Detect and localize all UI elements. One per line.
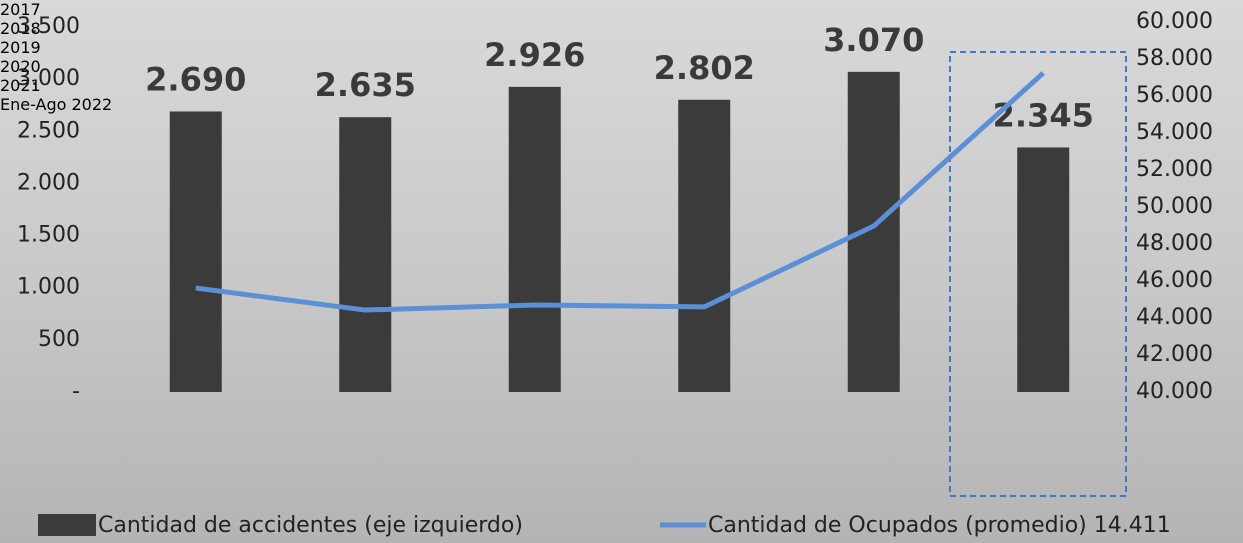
legend-label: Cantidad de accidentes (eje izquierdo)	[98, 513, 523, 538]
y2-tick-label: 60.000	[1136, 9, 1213, 34]
y-tick-label: -	[72, 379, 80, 404]
y-tick-label: 1.000	[17, 275, 80, 300]
y2-tick-label: 42.000	[1136, 342, 1213, 367]
y-tick-label: 1.500	[17, 223, 80, 248]
legend-label: Cantidad de Ocupados (promedio) 14.411	[708, 513, 1171, 538]
bar	[1017, 147, 1070, 392]
x-tick-label: 2021	[0, 76, 41, 95]
y2-tick-label: 40.000	[1136, 379, 1213, 404]
y2-tick-label: 52.000	[1136, 157, 1213, 182]
value-label: 2.635	[315, 66, 416, 104]
value-label: 2.802	[654, 49, 755, 87]
y2-tick-label: 50.000	[1136, 194, 1213, 219]
x-tick-label: 2017	[0, 0, 41, 19]
y2-tick-label: 58.000	[1136, 46, 1213, 71]
x-tick-label: 2018	[0, 19, 41, 38]
bar	[339, 117, 392, 392]
bar	[847, 71, 900, 392]
y-tick-label: 500	[38, 327, 80, 352]
y2-tick-label: 56.000	[1136, 83, 1213, 108]
bar	[169, 111, 222, 392]
bar	[508, 86, 561, 393]
value-label: 3.070	[823, 21, 924, 59]
y-tick-label: 3.500	[17, 14, 80, 39]
y2-tick-label: 44.000	[1136, 305, 1213, 330]
y-tick-label: 2.500	[17, 118, 80, 143]
y2-tick-label: 54.000	[1136, 120, 1213, 145]
value-label: 2.690	[145, 60, 246, 98]
value-label: 2.926	[484, 36, 585, 74]
bar	[678, 99, 731, 392]
y2-tick-label: 48.000	[1136, 231, 1213, 256]
line	[195, 71, 1045, 313]
y-tick-label: 2.000	[17, 170, 80, 195]
legend-swatch	[38, 514, 96, 536]
x-tick-label: 2020	[0, 57, 41, 76]
x-tick-label: Ene-Ago 2022	[0, 95, 113, 114]
x-tick-label: 2019	[0, 38, 41, 57]
y2-tick-label: 46.000	[1136, 268, 1213, 293]
y-tick-label: 3.000	[17, 66, 80, 91]
